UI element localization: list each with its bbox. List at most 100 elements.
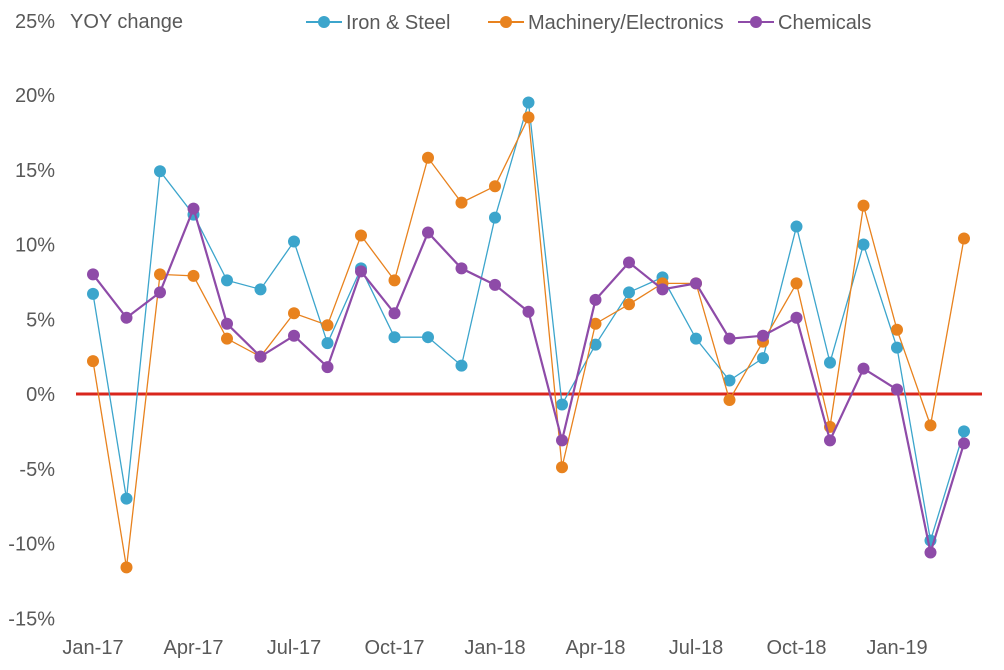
data-point	[857, 362, 870, 375]
x-tick-label: Oct-18	[766, 637, 826, 659]
data-point	[857, 199, 870, 212]
data-point	[924, 419, 937, 432]
data-point	[623, 286, 635, 299]
data-point	[455, 262, 468, 275]
series-chemicals	[87, 202, 970, 559]
data-point	[355, 229, 367, 242]
data-point	[321, 319, 334, 332]
data-point	[656, 283, 669, 296]
series-group	[87, 96, 970, 574]
legend-item: Machinery/Electronics	[488, 12, 724, 34]
data-point	[288, 329, 300, 342]
data-point	[355, 265, 367, 278]
x-tick-label: Jul-18	[669, 637, 723, 659]
x-tick-label: Apr-17	[163, 637, 223, 659]
data-point	[723, 332, 736, 345]
data-point	[958, 437, 970, 450]
data-point	[254, 350, 267, 363]
data-point	[924, 546, 937, 559]
data-point	[221, 274, 233, 287]
data-point	[455, 359, 468, 372]
x-tick-label: Jan-19	[866, 637, 927, 659]
data-point	[556, 434, 568, 447]
data-point	[522, 305, 535, 318]
y-tick-label: 15%	[15, 160, 55, 182]
data-point	[254, 283, 267, 296]
y-tick-label: 20%	[15, 85, 55, 107]
data-point	[958, 232, 970, 245]
data-point	[757, 329, 769, 342]
legend: Iron & Steel Machinery/Electronics Chemica…	[306, 12, 871, 34]
data-point	[422, 151, 434, 164]
data-point	[154, 165, 166, 178]
legend-label: Chemicals	[778, 12, 871, 34]
series-machinery-electronics	[87, 111, 970, 574]
data-point	[120, 311, 133, 324]
y-tick-label: 25%	[15, 11, 55, 33]
data-point	[690, 277, 702, 290]
data-point	[187, 269, 200, 282]
data-point	[522, 111, 535, 124]
legend-item: Iron & Steel	[306, 12, 451, 34]
data-point	[891, 341, 903, 354]
data-point	[388, 307, 401, 320]
y-tick-label: -10%	[8, 534, 55, 556]
data-point	[321, 361, 334, 374]
data-point	[556, 461, 568, 474]
data-point	[589, 338, 602, 351]
legend-item: Chemicals	[738, 12, 871, 34]
data-point	[790, 220, 803, 233]
y-axis-title: YOY change	[70, 11, 183, 33]
data-point	[422, 331, 434, 344]
data-point	[388, 274, 401, 287]
data-point	[221, 317, 233, 330]
data-point	[388, 331, 401, 344]
data-point	[288, 235, 300, 248]
data-point	[690, 332, 702, 345]
data-point	[87, 268, 99, 281]
data-point	[187, 202, 200, 215]
x-axis: Jan-17 Apr-17 Jul-17 Oct-17 Jan-18 Apr-18 Jul-…	[62, 637, 927, 659]
data-point	[455, 196, 468, 209]
data-point	[723, 393, 736, 406]
data-point	[154, 286, 166, 299]
y-tick-label: -15%	[8, 608, 55, 630]
data-point	[120, 561, 133, 574]
series-line	[92, 205, 966, 553]
data-point	[589, 317, 602, 330]
data-point	[321, 337, 334, 350]
data-point	[857, 238, 870, 251]
data-point	[154, 268, 166, 281]
x-tick-label: Oct-17	[364, 637, 424, 659]
y-axis: -15% -10% -5% 0% 5% 10% 15% 20% 25%	[8, 11, 55, 630]
data-point	[87, 355, 99, 368]
data-point	[790, 277, 803, 290]
data-point	[623, 256, 635, 269]
data-point	[790, 311, 803, 324]
data-point	[556, 398, 568, 411]
data-point	[489, 180, 501, 193]
x-tick-label: Jan-18	[464, 637, 525, 659]
data-point	[891, 323, 903, 336]
legend-marker-icon	[500, 16, 512, 28]
data-point	[589, 293, 602, 306]
x-tick-label: Jul-17	[267, 637, 321, 659]
x-tick-label: Apr-18	[565, 637, 625, 659]
data-point	[824, 356, 836, 369]
data-point	[489, 278, 501, 291]
data-point	[120, 492, 133, 505]
data-point	[87, 287, 99, 300]
legend-marker-icon	[318, 16, 330, 28]
data-point	[522, 96, 535, 109]
data-point	[623, 298, 635, 311]
x-tick-label: Jan-17	[62, 637, 123, 659]
legend-label: Machinery/Electronics	[528, 12, 724, 34]
data-point	[723, 374, 736, 387]
data-point	[891, 383, 903, 396]
legend-label: Iron & Steel	[346, 12, 451, 34]
data-point	[824, 434, 836, 447]
data-point	[422, 226, 434, 239]
data-point	[757, 352, 769, 365]
data-point	[221, 332, 233, 345]
